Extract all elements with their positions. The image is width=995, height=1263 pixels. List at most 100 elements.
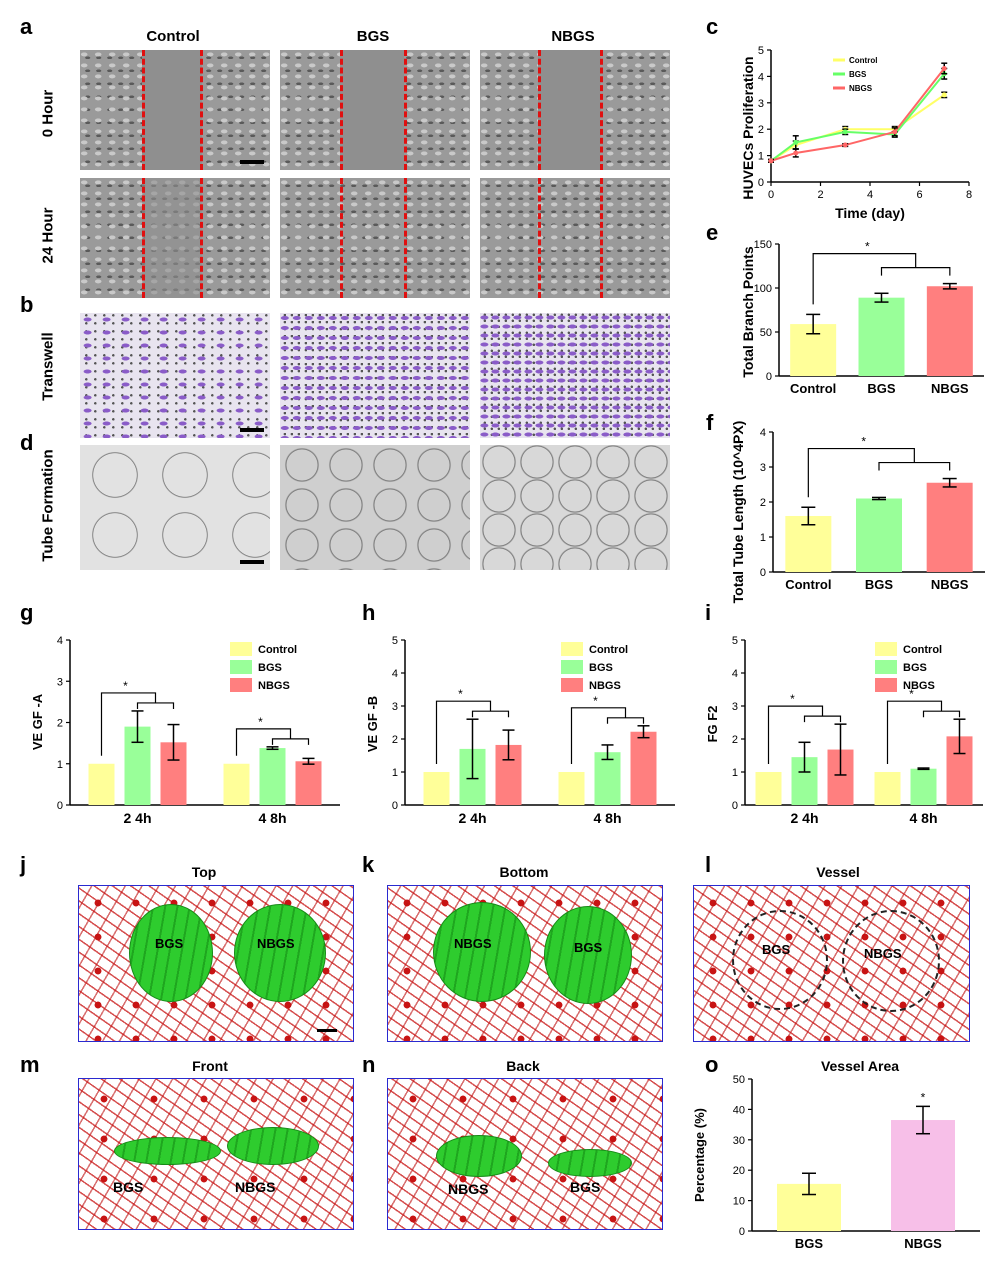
chart-i-fgf2: FG F2 0 1 2 3 4 5 * 2 4h * 4 8h Control BGS NBGS [705,635,983,826]
chart-h-y-tick-label: 2 [392,734,398,746]
chart-i-sig-bracket [886,700,943,764]
panel-label-b: b [20,292,34,317]
chart-f-sig-star: * [861,435,866,449]
chart-g-legend-label: Control [258,644,297,656]
chart-i-sig-bracket [922,710,961,718]
chart-h-legend-label: BGS [589,662,613,674]
chart-h-legend-label: Control [589,644,628,656]
chart-c-x-tick-label: 0 [768,189,774,201]
chart-g-legend-label: NBGS [258,680,290,692]
chart-o-x-tick-label: BGS [795,1236,824,1251]
chart-i-x-tick-label: 4 8h [909,810,937,826]
chart-e-sig-star: * [865,240,870,254]
chart-f-sig-bracket [878,461,951,471]
chart-i-bar [910,768,937,805]
chart-g-vegf-a: VE GF -A 0 1 2 3 4 * 2 4h * 4 8h Control BGS NBGS [30,635,340,826]
chart-e-x-tick-label: NBGS [931,381,969,396]
chart-c-ylabel: HUVECs Proliferation [740,56,756,199]
chart-g-y-tick-label: 3 [57,676,63,688]
chart-g-sig-star: * [258,715,263,729]
panel-label-j: j [20,852,27,877]
chart-o-y-tick-label: 50 [733,1074,745,1086]
chart-g-bar [259,748,286,805]
chart-e-sig-bracket [812,253,917,305]
chart-c-point [842,129,848,135]
render-back-right-label: BGS [570,1179,601,1195]
chart-g-bar [88,763,115,805]
panel-label-n: n [362,1052,376,1077]
chart-c-point [793,150,799,156]
chart-c-y-tick-label: 0 [758,177,764,189]
chart-h-bar [630,731,657,805]
chart-g-legend-swatch [230,678,252,692]
chart-o-y-tick-label: 0 [739,1226,745,1238]
chart-o-title: Vessel Area [821,1058,899,1074]
chart-f-x-tick-label: NBGS [931,577,969,592]
chart-h-x-tick-label: 2 4h [458,810,486,826]
row-header-transwell: Transwell [39,332,57,401]
chart-i-sig-star: * [790,692,795,706]
chart-c-x-tick-label: 2 [817,189,823,201]
chart-e-sig-bracket [880,266,951,276]
chart-h-ylabel: VE GF -B [365,696,380,752]
chart-i-x-tick-label: 2 4h [790,810,818,826]
micrograph-nbgs-0h [480,50,670,170]
panel-label-m: m [20,1052,40,1077]
render-bottom-left-label: NBGS [454,936,492,951]
chart-f-x-tick-label: Control [785,577,831,592]
chart-i-sig-bracket [803,715,842,723]
render-front-right-label: NBGS [235,1179,276,1195]
chart-e-x-tick-label: Control [790,381,836,396]
chart-h-bar [558,772,585,805]
panel-label-f: f [706,410,714,435]
chart-f-bar [856,498,902,572]
chart-g-sig-bracket [100,692,157,756]
chart-h-x-tick-label: 4 8h [593,810,621,826]
chart-i-ylabel: FG F2 [705,706,720,743]
chart-c-point [768,158,774,164]
chart-f-y-tick-label: 3 [760,462,766,474]
chart-o-x-tick-label: NBGS [904,1236,942,1251]
micrograph-control-24h [80,178,270,298]
chart-g-ylabel: VE GF -A [30,693,45,750]
chart-e-branch-points: Total Branch Points 0 50 100 150 Control BGS N… [740,239,984,396]
chart-g-x-tick-label: 4 8h [258,810,286,826]
chart-h-sig-star: * [458,687,463,701]
chart-i-bar [874,772,901,805]
chart-i-y-tick-label: 3 [732,701,738,713]
chart-e-y-tick-label: 0 [766,371,772,383]
chart-f-x-tick-label: BGS [865,577,894,592]
row-header-tube-formation: Tube Formation [39,449,57,562]
chart-f-bar [926,482,973,572]
view-title-back: Back [506,1058,540,1074]
chart-h-y-tick-label: 1 [392,767,398,779]
chart-i-y-tick-label: 2 [732,734,738,746]
micrograph-nbgs-tube [480,445,670,570]
chart-g-legend-label: BGS [258,662,282,674]
chart-g-y-tick-label: 1 [57,759,63,771]
view-title-front: Front [192,1058,228,1074]
panel-label-h: h [362,600,376,625]
chart-c-legend-label: BGS [849,70,867,79]
chart-f-y-tick-label: 0 [760,567,766,579]
chart-g-sig-bracket [136,702,175,709]
chart-c-legend-label: Control [849,56,877,65]
chart-f-sig-bracket [807,447,915,498]
chart-c-x-tick-label: 8 [966,189,972,201]
chart-h-bar [423,772,450,805]
micrograph-nbgs-24h [480,178,670,298]
chart-g-x-tick-label: 2 4h [123,810,151,826]
micrograph-control-transwell [80,313,270,438]
render-back-left-label: NBGS [448,1181,489,1197]
chart-o-ylabel: Percentage (%) [692,1108,707,1202]
chart-h-legend-swatch [561,642,583,656]
chart-g-bar [223,763,250,805]
chart-i-sig-star: * [909,687,914,701]
chart-g-sig-bracket [271,738,310,745]
chart-h-sig-star: * [593,694,598,708]
chart-c-xlabel: Time (day) [835,205,905,221]
chart-c-y-tick-label: 2 [758,124,764,136]
chart-h-y-tick-label: 3 [392,701,398,713]
chart-i-y-tick-label: 1 [732,767,738,779]
panel-label-o: o [705,1052,719,1077]
